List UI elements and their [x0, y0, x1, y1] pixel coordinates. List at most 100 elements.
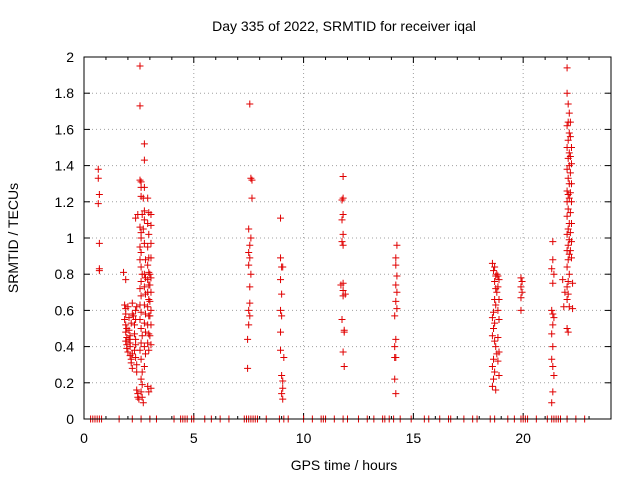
data-point — [124, 348, 132, 356]
data-point — [563, 187, 571, 195]
data-point — [565, 270, 573, 278]
data-point — [138, 381, 146, 389]
data-point — [561, 288, 569, 296]
data-point — [247, 234, 255, 242]
data-point — [248, 194, 256, 202]
data-point — [145, 268, 153, 276]
data-point — [278, 312, 286, 320]
data-point — [135, 395, 143, 403]
data-point — [278, 290, 286, 298]
y-tick-label: 1 — [66, 230, 74, 246]
data-point — [141, 310, 149, 318]
data-point — [140, 239, 148, 247]
data-point — [137, 355, 145, 363]
data-point — [517, 274, 525, 282]
data-point — [490, 267, 498, 275]
data-point — [247, 270, 255, 278]
data-point — [391, 353, 399, 361]
data-point — [94, 174, 102, 182]
data-point — [339, 230, 347, 238]
data-point — [566, 118, 574, 126]
data-point — [490, 355, 498, 363]
data-point — [136, 315, 144, 323]
data-point — [145, 230, 153, 238]
data-point — [340, 363, 348, 371]
data-point — [563, 212, 571, 220]
data-point — [144, 243, 152, 251]
data-point — [488, 259, 496, 267]
plot-frame — [83, 56, 612, 420]
data-point — [144, 220, 152, 228]
data-point — [338, 315, 346, 323]
data-point — [125, 314, 133, 322]
data-point — [491, 319, 499, 327]
data-point — [127, 319, 135, 327]
data-point — [246, 312, 254, 320]
data-point — [145, 346, 153, 354]
data-point — [517, 283, 525, 291]
data-point — [564, 290, 572, 298]
data-point — [391, 375, 399, 383]
data-point — [567, 220, 575, 228]
data-point — [548, 306, 556, 314]
data-point — [136, 243, 144, 251]
data-point — [495, 315, 503, 323]
data-point — [279, 384, 287, 392]
data-point — [279, 377, 287, 385]
x-tick-label: 0 — [80, 430, 88, 446]
data-point — [246, 100, 254, 108]
data-point — [120, 268, 128, 276]
data-point — [136, 285, 144, 293]
data-point — [144, 194, 152, 202]
data-point — [493, 288, 501, 296]
y-tick-label: 2 — [66, 49, 74, 65]
data-point — [137, 339, 145, 347]
data-point — [277, 306, 285, 314]
data-point — [122, 310, 130, 318]
data-point — [244, 335, 252, 343]
data-point — [140, 283, 148, 291]
data-point — [392, 261, 400, 269]
y-tick-label: 0.4 — [55, 339, 75, 355]
data-point — [548, 265, 556, 273]
y-tick-label: 0.6 — [55, 302, 75, 318]
data-point — [245, 225, 253, 233]
data-point — [549, 321, 557, 329]
data-point — [566, 133, 574, 141]
data-point — [563, 165, 571, 173]
data-point — [564, 277, 572, 285]
data-point — [122, 328, 130, 336]
data-point — [549, 238, 557, 246]
data-point — [137, 263, 145, 271]
data-point — [564, 241, 572, 249]
data-point — [338, 196, 346, 204]
data-point — [146, 297, 154, 305]
data-point — [245, 306, 253, 314]
data-point — [565, 149, 573, 157]
data-point — [565, 303, 573, 311]
data-point — [94, 200, 102, 208]
data-point — [137, 292, 145, 300]
data-point — [144, 303, 152, 311]
data-point — [518, 288, 526, 296]
data-point — [146, 332, 154, 340]
data-point — [563, 325, 571, 332]
data-point — [141, 256, 149, 264]
data-point — [340, 328, 348, 336]
data-point — [128, 299, 136, 307]
data-point — [138, 393, 146, 401]
data-point — [566, 189, 574, 197]
data-point — [131, 330, 139, 338]
data-point — [567, 180, 575, 188]
y-tick-label: 0.8 — [55, 266, 75, 282]
data-point — [549, 343, 557, 351]
data-point — [339, 210, 347, 218]
y-tick-label: 1.6 — [55, 121, 75, 137]
data-point — [140, 319, 148, 327]
data-point — [490, 375, 498, 383]
data-point — [563, 89, 571, 97]
data-points — [87, 62, 589, 423]
data-point — [490, 308, 498, 316]
data-point — [247, 174, 255, 182]
